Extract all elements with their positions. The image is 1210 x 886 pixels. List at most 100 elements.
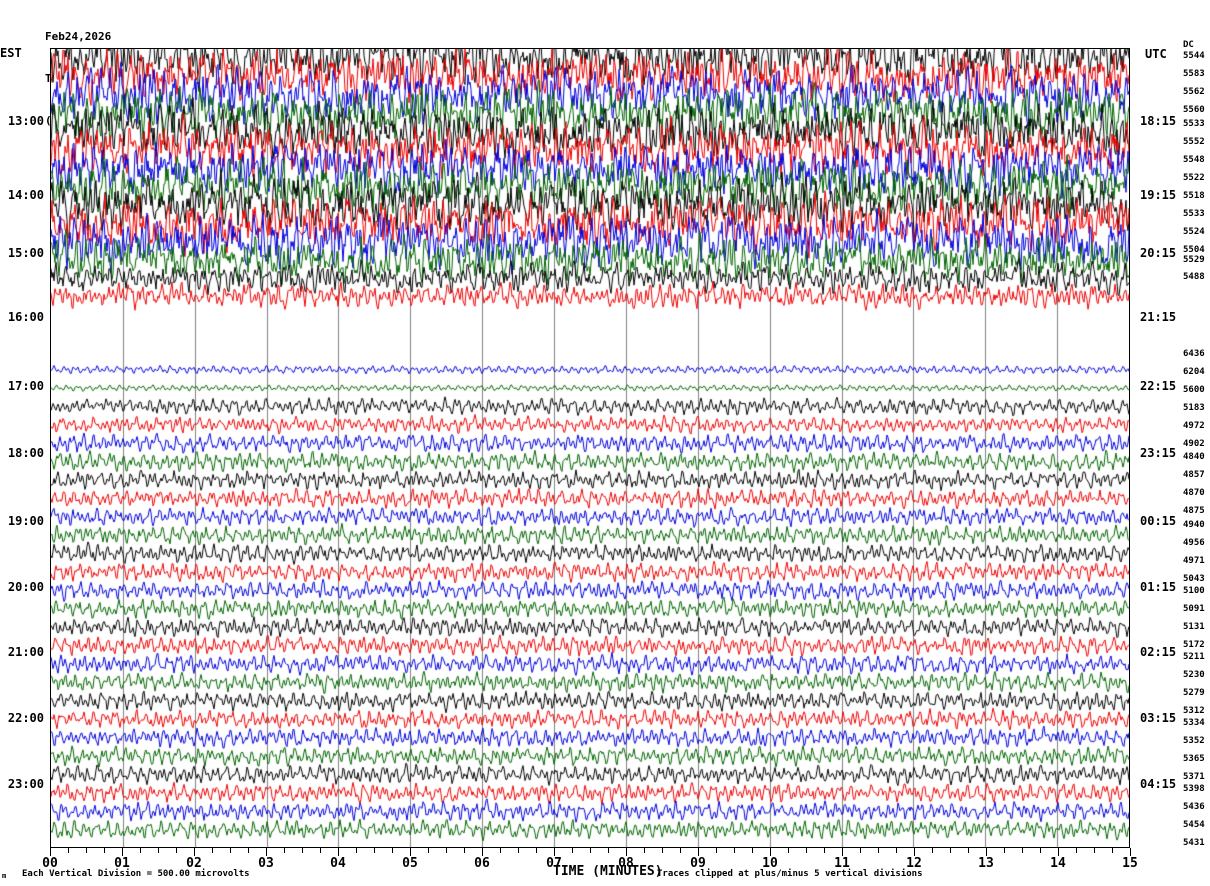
left-time-label: 23:00 (7, 777, 44, 791)
left-time-label: 14:00 (7, 188, 44, 202)
dc-value: 4902 (1183, 439, 1205, 449)
left-time-label: 18:00 (7, 446, 44, 460)
x-tick-minor (572, 848, 573, 853)
left-time-label: 17:00 (7, 379, 44, 393)
dc-value: 5600 (1183, 385, 1205, 395)
right-time-label: 18:15 (1140, 114, 1177, 128)
right-time-label: 20:15 (1140, 246, 1177, 260)
x-tick-minor (968, 848, 969, 853)
x-tick-minor (428, 848, 429, 853)
right-time-label: 19:15 (1140, 188, 1177, 202)
left-time-label: 22:00 (7, 711, 44, 725)
dc-value: 5100 (1183, 586, 1205, 596)
x-tick-major (122, 848, 123, 856)
scale-note: Each Vertical Division = 500.00 microvol… (22, 869, 250, 879)
x-tick-minor (392, 848, 393, 853)
left-time-label: 16:00 (7, 310, 44, 324)
dc-value: 5230 (1183, 670, 1205, 680)
x-tick-major (554, 848, 555, 856)
x-tick-label: 11 (834, 856, 850, 871)
dc-value: 5524 (1183, 227, 1205, 237)
x-tick-minor (806, 848, 807, 853)
dc-value: 5352 (1183, 736, 1205, 746)
x-tick-major (50, 848, 51, 856)
dc-value: 5544 (1183, 51, 1205, 61)
right-time-label: 03:15 (1140, 711, 1177, 725)
x-tick-label: 00 (42, 856, 58, 871)
x-tick-major (266, 848, 267, 856)
x-tick-minor (932, 848, 933, 853)
dc-value: 4875 (1183, 506, 1205, 516)
x-tick-minor (644, 848, 645, 853)
x-tick-minor (176, 848, 177, 853)
x-tick-minor (356, 848, 357, 853)
x-tick-minor (734, 848, 735, 853)
x-tick-minor (1040, 848, 1041, 853)
right-time-label: 04:15 (1140, 777, 1177, 791)
dc-value: 5279 (1183, 688, 1205, 698)
dc-value: 5431 (1183, 838, 1205, 848)
x-tick-minor (320, 848, 321, 853)
x-tick-minor (446, 848, 447, 853)
dc-value: 5172 (1183, 640, 1205, 650)
x-tick-label: 15 (1122, 856, 1138, 871)
dc-value: 5043 (1183, 574, 1205, 584)
x-tick-label: 02 (186, 856, 202, 871)
x-tick-major (842, 848, 843, 856)
x-tick-minor (680, 848, 681, 853)
right-time-label: 02:15 (1140, 645, 1177, 659)
x-tick-minor (896, 848, 897, 853)
x-tick-minor (518, 848, 519, 853)
dc-value: 5518 (1183, 191, 1205, 201)
dc-column-label: DC (1183, 40, 1194, 50)
x-tick-label: 14 (1050, 856, 1066, 871)
dc-value: 5091 (1183, 604, 1205, 614)
x-tick-label: 13 (978, 856, 994, 871)
dc-value: 5488 (1183, 272, 1205, 282)
dc-value: 5583 (1183, 69, 1205, 79)
x-tick-minor (752, 848, 753, 853)
x-tick-minor (716, 848, 717, 853)
x-tick-minor (536, 848, 537, 853)
x-tick-minor (68, 848, 69, 853)
x-tick-minor (374, 848, 375, 853)
left-time-label: 20:00 (7, 580, 44, 594)
dc-value: 5560 (1183, 105, 1205, 115)
dc-value: 4971 (1183, 556, 1205, 566)
left-time-label: 15:00 (7, 246, 44, 260)
dc-value: 4972 (1183, 421, 1205, 431)
x-tick-minor (104, 848, 105, 853)
dc-value: 5334 (1183, 718, 1205, 728)
x-tick-minor (590, 848, 591, 853)
x-tick-minor (608, 848, 609, 853)
x-tick-minor (878, 848, 879, 853)
x-tick-major (338, 848, 339, 856)
x-tick-minor (464, 848, 465, 853)
x-tick-major (986, 848, 987, 856)
x-tick-minor (1022, 848, 1023, 853)
left-time-label: 13:00 (7, 114, 44, 128)
left-time-label: 19:00 (7, 514, 44, 528)
x-tick-minor (284, 848, 285, 853)
clip-note: Traces clipped at plus/minus 5 vertical … (657, 869, 923, 879)
x-tick-minor (1076, 848, 1077, 853)
seismogram-canvas (51, 49, 1129, 847)
footer-m-marker: m (2, 872, 7, 880)
x-tick-minor (788, 848, 789, 853)
dc-value: 5548 (1183, 155, 1205, 165)
x-tick-label: 12 (906, 856, 922, 871)
x-tick-label: 08 (618, 856, 634, 871)
x-tick-major (1058, 848, 1059, 856)
dc-value: 4956 (1183, 538, 1205, 548)
x-tick-label: 10 (762, 856, 778, 871)
x-tick-label: 09 (690, 856, 706, 871)
x-tick-minor (1004, 848, 1005, 853)
x-tick-minor (158, 848, 159, 853)
dc-value: 5533 (1183, 119, 1205, 129)
x-tick-minor (1094, 848, 1095, 853)
x-tick-major (770, 848, 771, 856)
x-tick-minor (230, 848, 231, 853)
dc-value: 5533 (1183, 209, 1205, 219)
dc-value: 5131 (1183, 622, 1205, 632)
x-tick-minor (248, 848, 249, 853)
